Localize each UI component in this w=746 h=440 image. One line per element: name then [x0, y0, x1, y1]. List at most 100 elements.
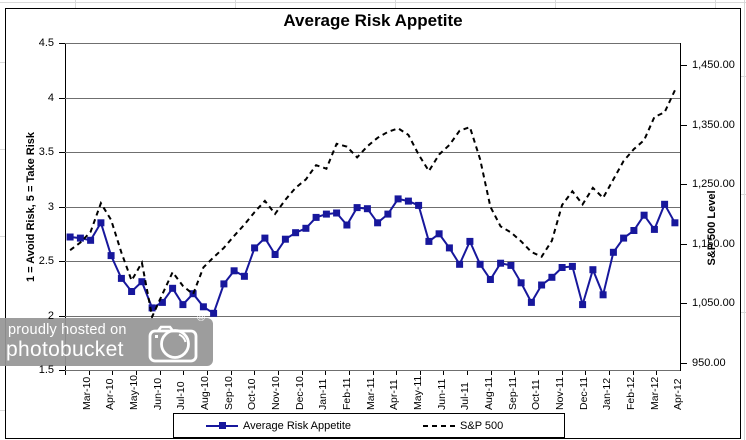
- x-axis-tick-label: Jul-10: [175, 381, 188, 410]
- photobucket-watermark: proudly hosted on photobucket ®: [0, 312, 213, 366]
- data-point-marker: [568, 262, 576, 270]
- data-point-marker: [261, 234, 269, 242]
- x-axis-tick: [254, 371, 255, 375]
- x-axis-tick-label: Apr-11: [388, 379, 401, 410]
- x-axis-tick: [562, 371, 563, 375]
- data-point-marker: [343, 221, 351, 229]
- data-point-marker: [558, 264, 566, 271]
- x-axis-tick: [396, 371, 397, 375]
- gridline: [65, 261, 680, 262]
- spreadsheet-gridline: [0, 2, 746, 3]
- legend-label: S&P 500: [460, 419, 504, 432]
- left-axis-tick: [59, 152, 65, 153]
- data-point-marker: [456, 260, 464, 268]
- x-axis-tick: [160, 371, 161, 375]
- right-axis-tick-label: 950.00: [692, 357, 726, 369]
- left-axis-tick: [59, 316, 65, 317]
- right-axis-title: S&P 500 Level: [706, 190, 718, 266]
- right-axis-tick: [681, 363, 687, 364]
- left-axis-tick: [59, 98, 65, 99]
- watermark-text: proudly hosted on: [8, 322, 127, 338]
- spreadsheet-gridline: [0, 62, 5, 63]
- data-point-marker: [394, 195, 402, 203]
- x-axis-tick-label: Apr-12: [672, 378, 685, 410]
- x-axis-tick-label: Sep-10: [222, 376, 235, 410]
- x-axis-tick: [302, 371, 303, 375]
- x-axis-tick-label: Mar-11: [364, 377, 377, 410]
- data-point-marker: [210, 309, 218, 317]
- x-axis-tick-label: Mar-12: [648, 376, 661, 410]
- right-axis-tick: [681, 125, 687, 126]
- data-point-marker: [630, 227, 638, 234]
- legend-label: Average Risk Appetite: [243, 419, 352, 432]
- x-axis-tick: [207, 371, 208, 375]
- right-axis-tick-label: 1,150.00: [692, 238, 735, 250]
- data-point-marker: [158, 298, 166, 306]
- data-point-marker: [384, 210, 392, 218]
- x-axis-tick-label: Aug-10: [199, 376, 212, 410]
- legend-item-risk-appetite: Average Risk Appetite: [206, 420, 351, 432]
- data-point-marker: [435, 230, 443, 238]
- right-axis-line: [680, 43, 681, 371]
- plot-area: [59, 43, 687, 375]
- x-axis-tick: [231, 371, 232, 375]
- x-axis-tick-label: Dec-11: [577, 376, 590, 410]
- data-point-marker: [117, 274, 125, 282]
- x-axis-tick: [183, 371, 184, 375]
- x-axis-tick-label: Oct-11: [530, 379, 543, 410]
- data-point-marker: [271, 251, 279, 258]
- gridline: [65, 98, 680, 99]
- x-axis-tick-label: Feb-11: [341, 377, 354, 411]
- data-point-marker: [589, 266, 597, 274]
- spreadsheet-gridline: [235, 0, 236, 8]
- spreadsheet-gridline: [740, 76, 746, 77]
- data-point-marker: [374, 219, 382, 227]
- gridline: [65, 207, 680, 208]
- x-axis-tick: [112, 371, 113, 375]
- data-point-marker: [363, 205, 371, 213]
- data-point-marker: [138, 278, 146, 286]
- data-point-marker: [322, 210, 330, 218]
- x-axis-tick: [65, 371, 66, 375]
- right-axis-tick: [681, 303, 687, 304]
- right-axis-tick-label: 1,450.00: [692, 59, 735, 71]
- data-point-marker: [312, 213, 320, 221]
- data-point-marker: [404, 197, 412, 205]
- data-point-marker: [538, 281, 546, 289]
- data-point-marker: [169, 284, 177, 292]
- x-axis-tick: [278, 371, 279, 375]
- spreadsheet-gridline: [395, 0, 396, 8]
- x-axis-tick-label: Mar-10: [80, 376, 93, 410]
- x-axis-tick: [514, 371, 515, 375]
- x-axis-tick-label: Apr-10: [104, 378, 117, 410]
- gridline: [65, 370, 680, 371]
- x-axis-tick: [467, 371, 468, 375]
- x-axis-tick-label: Jan-11: [317, 378, 330, 410]
- x-axis-tick: [420, 371, 421, 375]
- x-axis-tick: [656, 371, 657, 375]
- left-axis-tick-label: 4.5: [38, 37, 54, 49]
- chart-border: [5, 8, 741, 439]
- data-point-marker: [415, 201, 423, 209]
- x-axis-tick-label: Oct-10: [246, 378, 259, 410]
- data-point-marker: [476, 260, 484, 268]
- s-p-500-line: [69, 89, 676, 321]
- x-axis-tick-label: May-10: [128, 374, 141, 410]
- data-point-marker: [425, 237, 433, 245]
- data-point-marker: [650, 225, 658, 233]
- x-axis-tick: [443, 371, 444, 375]
- spreadsheet-gridline: [0, 410, 5, 411]
- x-axis-tick-label: Jun-10: [151, 377, 164, 410]
- spreadsheet-gridline: [744, 0, 745, 440]
- x-axis-tick-label: Jan-12: [601, 377, 614, 410]
- chart-title: Average Risk Appetite: [283, 11, 463, 30]
- spreadsheet-gridline: [0, 149, 5, 150]
- x-axis-tick-label: Aug-11: [482, 376, 495, 410]
- data-point-marker: [97, 219, 105, 227]
- spreadsheet-gridline: [555, 0, 556, 8]
- left-axis-tick-label: 3.5: [38, 146, 54, 158]
- average-risk-appetite-line: [69, 197, 676, 315]
- data-point-marker: [76, 234, 84, 242]
- x-axis-tick: [491, 371, 492, 375]
- left-axis-tick-label: 3: [47, 201, 54, 213]
